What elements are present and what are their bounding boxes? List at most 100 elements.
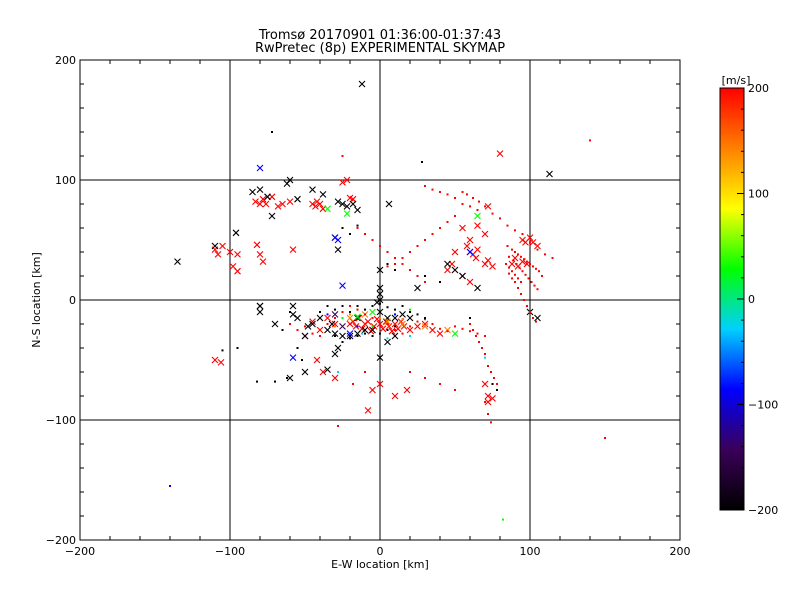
x-marker-point xyxy=(259,195,267,203)
x-marker-point xyxy=(414,284,421,292)
x-marker-point xyxy=(274,203,282,210)
x-marker-point xyxy=(268,212,276,220)
dot-point xyxy=(296,329,299,331)
dot-point xyxy=(551,257,554,259)
colorbar-label: [m/s] xyxy=(722,74,751,87)
dot-point xyxy=(499,217,501,220)
dot-point xyxy=(281,329,284,331)
x-marker-point xyxy=(286,374,294,382)
dot-point xyxy=(517,253,519,256)
x-marker-point xyxy=(444,260,451,268)
x-marker-point xyxy=(508,260,516,268)
dot-point xyxy=(511,270,513,273)
colorbar-tick-label: 200 xyxy=(748,82,769,95)
dot-point xyxy=(506,245,509,247)
dot-point xyxy=(379,245,381,247)
x-marker-point xyxy=(403,386,411,394)
dot-point xyxy=(386,337,389,340)
dot-point xyxy=(341,305,344,307)
dot-point xyxy=(476,209,479,211)
x-marker-point xyxy=(339,200,346,208)
dot-point xyxy=(401,318,404,321)
x-marker-point xyxy=(354,206,361,214)
x-marker-point xyxy=(304,323,312,330)
dot-point xyxy=(454,389,456,391)
dot-point xyxy=(289,311,291,313)
x-marker-point xyxy=(523,260,531,268)
x-marker-point xyxy=(211,242,219,250)
dot-point xyxy=(356,227,359,229)
x-marker-point xyxy=(534,314,541,322)
x-marker-point xyxy=(376,380,384,388)
dot-point xyxy=(475,335,477,337)
x-marker-point xyxy=(451,248,459,256)
dot-point xyxy=(512,259,515,262)
y-tick-label: 0 xyxy=(69,294,76,307)
dot-point xyxy=(536,248,539,251)
dot-point xyxy=(511,248,513,251)
colorbar-tick-label: 0 xyxy=(748,293,755,306)
dot-point xyxy=(341,227,344,229)
dot-point xyxy=(416,275,419,277)
dot-point xyxy=(349,233,351,235)
dot-point xyxy=(532,265,534,268)
x-marker-point xyxy=(316,200,324,208)
dot-point xyxy=(409,308,411,311)
dot-point xyxy=(416,313,419,316)
dot-point xyxy=(356,335,359,337)
dot-point xyxy=(371,305,374,307)
dot-point xyxy=(409,335,411,337)
dot-point xyxy=(394,313,396,316)
dot-point xyxy=(478,341,480,343)
dot-point xyxy=(536,288,539,291)
dot-point xyxy=(514,281,516,283)
x-marker-point xyxy=(358,80,366,88)
dot-point xyxy=(334,308,336,311)
x-marker-point xyxy=(369,326,376,334)
x-marker-point xyxy=(526,234,534,241)
dot-point xyxy=(469,323,471,325)
x-marker-point xyxy=(339,323,346,330)
x-marker-point xyxy=(331,374,339,382)
x-marker-point xyxy=(256,164,264,172)
x-marker-point xyxy=(361,326,369,334)
dot-point xyxy=(424,239,426,241)
x-marker-point xyxy=(484,392,492,400)
dot-point xyxy=(496,383,498,385)
dot-point xyxy=(334,317,336,319)
dot-point xyxy=(496,389,498,391)
x-marker-point xyxy=(406,314,414,322)
dot-point xyxy=(334,325,336,328)
x-marker-point xyxy=(313,356,321,364)
dot-point xyxy=(424,318,426,321)
x-marker-point xyxy=(459,272,466,280)
x-marker-point xyxy=(354,314,361,322)
dot-point xyxy=(520,255,522,258)
dot-point xyxy=(523,258,525,261)
x-marker-point xyxy=(481,230,489,238)
dot-point xyxy=(364,332,366,335)
dot-point xyxy=(491,212,494,215)
dot-point xyxy=(364,233,366,235)
dot-point xyxy=(529,311,531,313)
x-marker-point xyxy=(463,242,471,250)
x-axis-label: E-W location [km] xyxy=(331,558,429,571)
dot-point xyxy=(478,200,480,203)
dot-point xyxy=(334,335,336,337)
dot-point xyxy=(476,332,479,335)
dot-point xyxy=(349,311,351,313)
colorbar-tick-label: 100 xyxy=(748,188,769,201)
x-marker-point xyxy=(343,210,351,217)
dot-point xyxy=(461,327,464,330)
dot-point xyxy=(386,263,389,265)
dot-point xyxy=(484,335,486,337)
x-marker-point xyxy=(349,200,357,208)
dot-point xyxy=(484,401,486,403)
x-marker-point xyxy=(391,320,399,328)
x-marker-point xyxy=(379,325,387,333)
dot-point xyxy=(221,349,224,352)
y-tick-label: −200 xyxy=(46,534,76,547)
x-marker-point xyxy=(316,326,324,334)
dot-point xyxy=(490,371,492,373)
dot-point xyxy=(371,317,374,319)
